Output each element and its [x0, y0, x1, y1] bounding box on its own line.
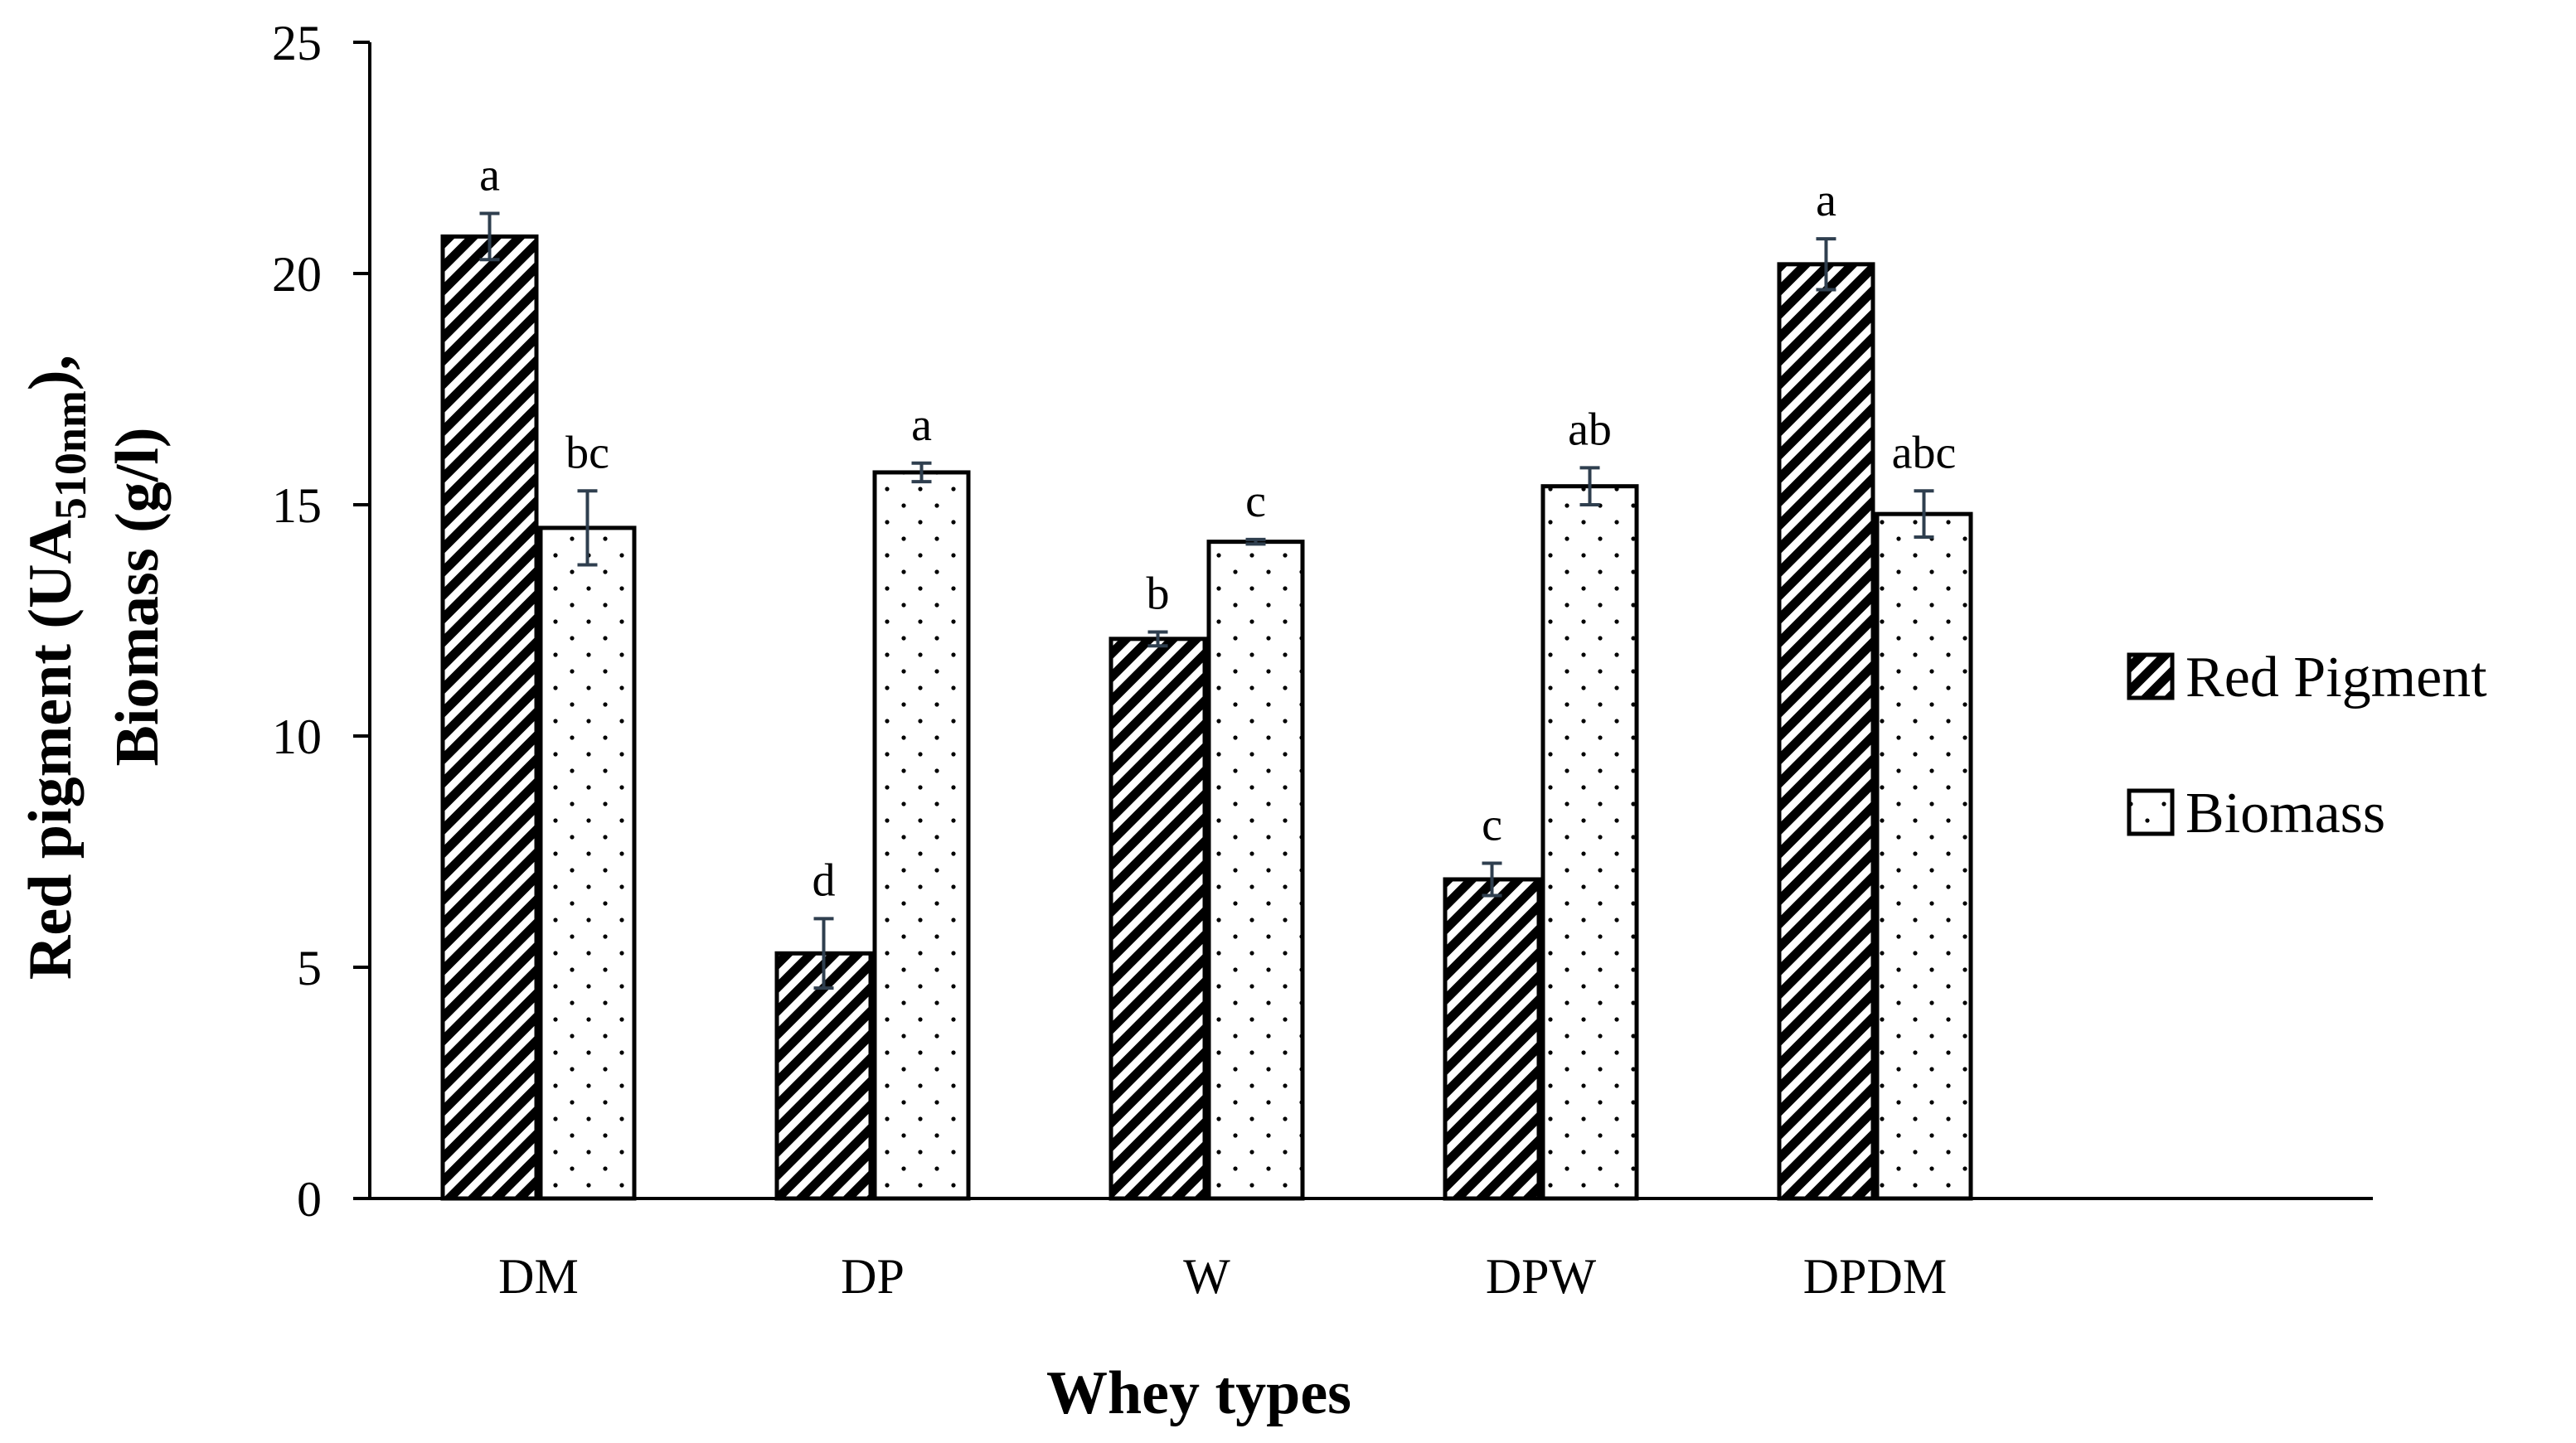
y-axis-title-line1: Red pigment (UA510nm), [17, 355, 95, 980]
error-bar [1482, 861, 1502, 898]
y-tick-label: 25 [272, 16, 322, 70]
x-tick-label: DM [498, 1249, 579, 1304]
bar-red-pigment-dpw [1443, 877, 1541, 1201]
significance-letter: abc [1892, 427, 1957, 478]
x-tick-label: DPDM [1803, 1249, 1947, 1304]
y-axis-title-line2: Biomass (g/l) [104, 427, 172, 766]
significance-letter: bc [565, 427, 609, 478]
error-bar [911, 461, 932, 484]
significance-letter: c [1245, 476, 1266, 527]
legend-label: Biomass [2185, 782, 2385, 845]
bar-biomass-dp [872, 470, 971, 1201]
legend-item-biomass: Biomass [2127, 782, 2385, 845]
significance-letter: a [479, 149, 500, 201]
bar-red-pigment-dp [774, 951, 873, 1201]
bar-biomass-w [1206, 540, 1305, 1201]
y-tick-label: 20 [272, 247, 322, 302]
x-tick-label: DPW [1486, 1249, 1597, 1304]
error-bar [1245, 537, 1266, 546]
y-tick-label: 5 [297, 941, 322, 995]
significance-letter: a [1816, 175, 1836, 226]
error-bar [813, 917, 834, 990]
error-bar [577, 489, 598, 567]
error-bar [1816, 237, 1836, 292]
error-bar [479, 211, 500, 262]
bars [440, 234, 1973, 1201]
y-axis: 0 5 10 15 20 25 [272, 16, 371, 1227]
error-bars [479, 211, 1934, 990]
significance-letter: a [911, 399, 932, 451]
significance-letter: b [1147, 568, 1170, 619]
x-axis: DM DP W DPW DPDM [370, 1197, 2373, 1304]
x-tick-label: W [1183, 1249, 1230, 1304]
bar-biomass-dpw [1540, 484, 1639, 1201]
error-bar [1147, 630, 1168, 648]
y-tick-label: 10 [272, 709, 322, 764]
y-tick-label: 0 [297, 1172, 322, 1227]
legend-swatch [2127, 788, 2175, 836]
error-bar [1914, 489, 1934, 540]
error-bar [1579, 466, 1600, 506]
x-tick-label: DP [841, 1249, 905, 1304]
bar-biomass-dm [538, 525, 637, 1201]
significance-letter: d [813, 855, 836, 906]
x-axis-title: Whey types [1046, 1359, 1351, 1427]
legend: Red Pigment Biomass [2127, 646, 2487, 845]
bar-red-pigment-w [1109, 637, 1207, 1201]
bar-biomass-dpdm [1875, 511, 1973, 1201]
y-tick-label: 15 [272, 478, 322, 533]
significance-letter: c [1482, 799, 1502, 850]
legend-label: Red Pigment [2185, 646, 2487, 709]
legend-item-red-pigment: Red Pigment [2127, 646, 2487, 709]
significance-letter: ab [1568, 404, 1612, 455]
y-axis-title: Red pigment (UA510nm), Biomass (g/l) [17, 355, 172, 980]
legend-swatch [2127, 652, 2175, 700]
bar-red-pigment-dpdm [1777, 262, 1875, 1201]
bar-red-pigment-dm [440, 234, 539, 1201]
